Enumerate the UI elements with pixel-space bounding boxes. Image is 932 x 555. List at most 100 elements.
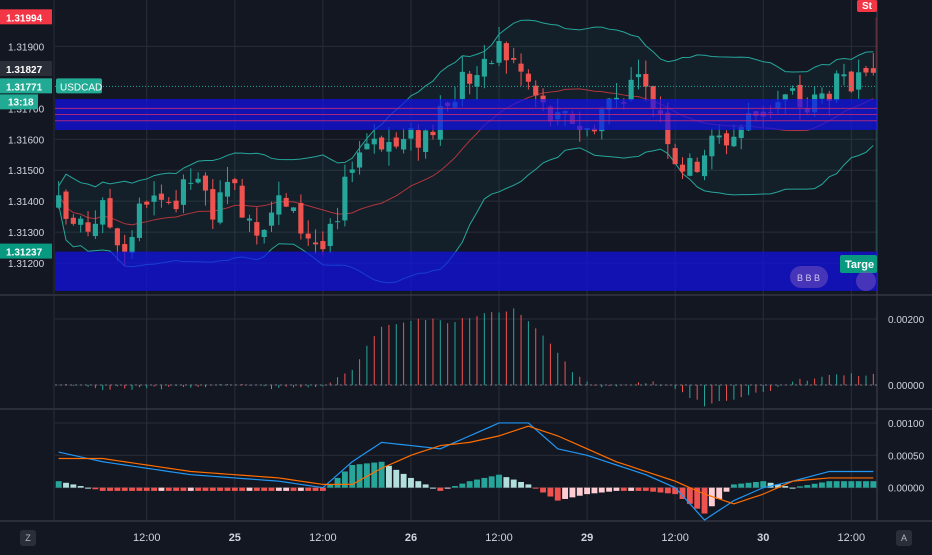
macd-histogram-bar — [261, 487, 268, 491]
histogram-bars — [58, 308, 874, 407]
candle — [518, 53, 524, 86]
candle-body — [423, 130, 429, 152]
macd-histogram-bar — [672, 487, 679, 495]
candle-body — [349, 169, 355, 173]
price-marker-label: 1.31994 — [6, 13, 43, 24]
time-tick-label: 25 — [229, 532, 241, 544]
candle — [276, 181, 282, 225]
candle — [70, 214, 76, 226]
candle — [63, 189, 69, 225]
candle-body — [870, 68, 876, 73]
macd-histogram-bar — [129, 487, 135, 491]
stop-badge-label: St — [862, 1, 873, 12]
macd-histogram-bar — [371, 462, 378, 488]
macd-histogram-bar — [745, 482, 752, 488]
candle-body — [716, 135, 722, 138]
candle-body — [246, 218, 253, 221]
price-tick-label: 1.31400 — [8, 197, 45, 208]
macd-histogram-bar — [92, 487, 99, 490]
candle — [312, 229, 319, 254]
macd-histogram-bar — [349, 465, 356, 488]
macd-histogram-bar — [136, 487, 143, 491]
candle — [78, 215, 84, 233]
candle — [423, 128, 429, 159]
event-bubble — [790, 266, 828, 288]
candle-body — [518, 63, 524, 72]
macd-histogram-bar — [121, 487, 128, 491]
candle-body — [723, 133, 730, 146]
signal-line — [58, 425, 874, 505]
macd-histogram-bar — [664, 487, 671, 494]
candle — [195, 172, 201, 184]
macd-histogram-bar — [694, 487, 701, 509]
price-marker — [0, 9, 52, 25]
macd-histogram-bar — [305, 487, 312, 491]
macd-histogram-bar — [774, 484, 781, 488]
candle — [239, 178, 245, 218]
macd-histogram-bar — [613, 487, 620, 491]
macd-histogram-bar — [312, 487, 319, 491]
macd-histogram-bar — [268, 487, 275, 491]
candle-body — [489, 63, 495, 65]
candle-body — [173, 200, 179, 210]
candle — [92, 210, 98, 239]
candle — [254, 207, 260, 245]
candle-body — [841, 74, 847, 77]
macd-histogram-bar — [730, 484, 737, 488]
macd-histogram-bar — [716, 487, 723, 499]
macd-histogram-bar — [650, 487, 657, 492]
timezone-button[interactable]: Z — [20, 530, 36, 546]
macd-histogram-bar — [253, 487, 260, 491]
candle-body — [136, 203, 142, 238]
candle-body — [643, 73, 649, 87]
candle-body — [533, 85, 539, 96]
candle — [56, 181, 62, 209]
candle-body — [364, 143, 370, 150]
time-tick-label: 12:00 — [485, 532, 513, 544]
macd-histogram-bar — [173, 487, 180, 491]
macd-histogram-bar — [151, 487, 158, 491]
candle-body — [386, 142, 392, 152]
candle-body — [210, 189, 216, 220]
macd-histogram-bar — [70, 484, 77, 488]
candle — [364, 133, 370, 150]
macd-histogram-bar — [143, 487, 150, 491]
candle-body — [122, 244, 128, 252]
time-tick-label: 30 — [757, 532, 769, 544]
macd-tick-label: 0.00050 — [888, 451, 925, 462]
price-marker-label: 1.31237 — [6, 248, 43, 259]
candle-body — [672, 148, 678, 165]
candle — [136, 197, 142, 242]
candle-body — [312, 242, 319, 245]
macd-histogram-bar — [833, 481, 840, 488]
macd-histogram-bar — [437, 487, 444, 491]
macd-histogram-bar — [341, 471, 348, 488]
candle — [525, 69, 531, 90]
price-tick-label: 1.31300 — [8, 228, 45, 239]
macd-histogram-bar — [180, 487, 187, 491]
macd-histogram-bar — [767, 482, 774, 488]
candle-body — [70, 217, 76, 224]
macd-histogram-bar — [386, 465, 392, 488]
macd-histogram-bar — [752, 481, 759, 488]
bollinger-upper — [58, 19, 874, 188]
candle-body — [481, 58, 487, 77]
candle — [856, 59, 862, 99]
macd-histogram-bar — [642, 487, 649, 491]
candle — [723, 130, 730, 155]
candle-body — [701, 155, 708, 177]
candle — [107, 188, 113, 229]
candle-body — [144, 201, 150, 205]
symbol-tag-box — [56, 78, 102, 94]
macd-histogram-bar — [870, 481, 877, 488]
candle — [166, 197, 172, 205]
candle-body — [114, 228, 120, 246]
candle-body — [195, 178, 201, 183]
candle — [232, 177, 238, 191]
candle-body — [782, 94, 788, 101]
macd-line — [58, 422, 874, 521]
countdown-label: 13:18 — [8, 97, 34, 108]
auto-scale-button[interactable]: A — [896, 530, 912, 546]
